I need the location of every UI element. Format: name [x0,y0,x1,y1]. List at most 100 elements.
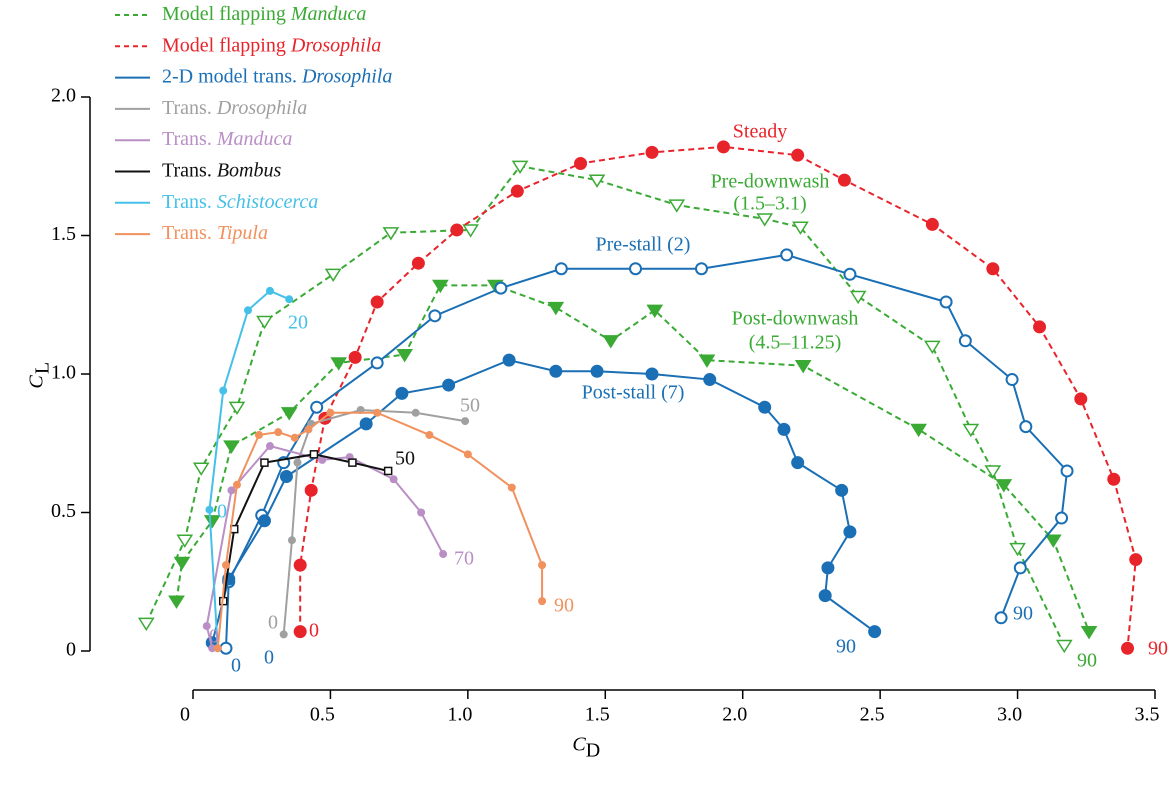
y-tick-label: 1.5 [51,223,76,245]
triangle-marker [756,213,774,227]
triangle-marker [910,423,927,438]
circle-marker [994,611,1008,625]
x-tick-label: 2.5 [860,704,885,726]
triangle-marker [173,556,191,571]
circle-marker [370,295,384,309]
triangle-marker [511,160,529,174]
annotation: 90 [554,595,574,617]
annotation: 50 [460,395,480,417]
circle-marker [645,367,659,381]
annotation: (4.5–11.25) [749,332,842,354]
annotation: 90 [1013,603,1033,625]
annotation: 70 [454,548,474,570]
square-marker [260,458,269,467]
circle-marker [554,262,568,276]
triangle-marker [924,340,941,355]
triangle-marker [698,354,716,368]
dot-marker [227,486,236,495]
dot-marker [202,622,211,631]
triangle-marker [646,304,664,319]
triangle-marker [324,268,342,282]
circle-marker [293,625,307,639]
triangle-marker [192,462,210,476]
annotation: Post-stall (7) [582,382,685,404]
x-tick-label: 1.5 [585,704,610,726]
circle-marker [293,558,307,572]
legend-label: Trans. Bombus [162,159,282,181]
circle-marker [791,456,805,470]
circle-marker [279,469,293,483]
circle-marker [1033,320,1047,334]
circle-marker [843,525,857,539]
annotation: Pre-downwash [711,171,830,193]
dot-marker [425,430,434,439]
dot-marker [326,408,335,417]
triangle-marker [1055,639,1073,654]
dot-marker [461,417,470,426]
circle-marker [925,217,939,231]
circle-marker [868,625,882,639]
series-line [299,145,1137,649]
circle-marker [370,356,384,370]
square-marker [348,458,357,467]
triangle-marker [256,315,273,330]
series-line [175,284,1090,632]
circle-marker [694,262,708,276]
circle-marker [450,223,464,237]
dot-marker [439,550,448,559]
triangle-marker [280,407,298,421]
circle-marker [629,262,643,276]
legend-label: Trans. Manduca [162,128,292,150]
circle-marker [348,350,362,364]
circle-marker [510,184,524,198]
legend-label: Model flapping Manduca [162,3,366,25]
series-line [216,411,544,649]
triangle-marker [794,360,812,374]
dot-marker [389,475,398,484]
annotation: 0 [309,620,319,642]
dot-marker [274,428,283,437]
dot-marker [538,597,547,606]
triangle-marker [962,423,980,438]
dot-marker [507,483,516,492]
triangle-marker [984,465,1002,479]
circle-marker [986,262,1000,276]
dot-marker [304,425,313,434]
legend-label: 2-D model trans. Drosophila [162,65,392,87]
annotation: 90 [1077,650,1097,672]
triangle-marker [849,290,867,305]
triangle-marker [588,174,606,188]
series-line [224,253,1069,649]
circle-marker [411,256,425,270]
dot-marker [293,458,302,467]
annotation: 20 [288,312,308,334]
annotation: 0 [264,647,274,669]
annotation: 90 [836,636,856,658]
circle-marker [304,483,318,497]
circle-marker [835,483,849,497]
annotation: 0 [231,655,241,677]
circle-marker [758,400,772,414]
y-tick-label: 0 [66,639,76,661]
triangle-marker [668,199,686,213]
triangle-marker [1009,542,1026,557]
dot-marker [411,408,420,417]
y-tick-label: 1.0 [51,362,76,384]
circle-marker [395,386,409,400]
triangle-marker [382,227,400,241]
annotation: 0 [217,501,227,523]
annotation: 0 [209,626,219,648]
triangle-marker [432,279,449,294]
annotation: (1.5–3.1) [733,193,806,215]
dot-marker [243,306,252,315]
circle-marker [1074,392,1088,406]
circle-marker [777,422,791,436]
dot-marker [318,455,327,464]
annotation: Post-downwash [732,308,859,330]
y-axis-label: CL [26,362,54,389]
triangle-marker [1044,534,1062,548]
triangle-marker [1080,625,1098,640]
dot-marker [221,561,230,570]
circle-marker [645,145,659,159]
square-marker [309,450,319,459]
